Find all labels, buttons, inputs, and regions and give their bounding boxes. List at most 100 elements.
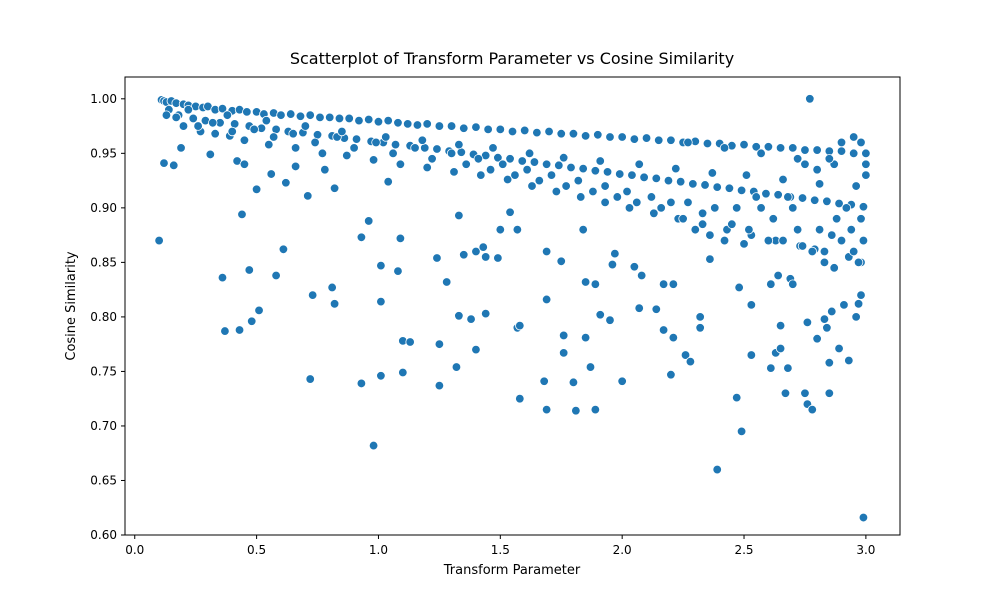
data-point bbox=[580, 332, 591, 343]
data-point bbox=[831, 214, 842, 224]
data-point bbox=[600, 181, 610, 191]
data-point bbox=[829, 263, 839, 273]
data-point bbox=[834, 198, 844, 209]
data-point bbox=[792, 154, 803, 164]
data-point bbox=[792, 224, 803, 235]
data-point bbox=[773, 190, 783, 200]
data-point bbox=[461, 159, 471, 169]
data-point bbox=[534, 175, 545, 186]
data-point bbox=[515, 320, 525, 331]
data-point bbox=[658, 325, 669, 335]
data-point bbox=[532, 127, 542, 138]
data-point bbox=[656, 203, 666, 213]
y-tick-label: 1.00 bbox=[90, 92, 117, 106]
data-point bbox=[719, 143, 730, 153]
data-point bbox=[242, 107, 252, 117]
data-point bbox=[827, 306, 837, 317]
data-point bbox=[442, 277, 452, 287]
data-point bbox=[507, 126, 518, 137]
data-point bbox=[654, 135, 664, 145]
data-point bbox=[405, 337, 415, 347]
data-point bbox=[351, 134, 362, 144]
data-point bbox=[356, 232, 367, 243]
data-point bbox=[546, 170, 557, 180]
data-point bbox=[590, 279, 601, 289]
data-point bbox=[286, 109, 296, 119]
data-point bbox=[373, 117, 384, 127]
data-point bbox=[666, 370, 676, 380]
data-point bbox=[800, 145, 810, 155]
data-point bbox=[615, 169, 625, 179]
data-point bbox=[807, 246, 817, 257]
data-point bbox=[488, 143, 498, 153]
data-point bbox=[432, 144, 442, 154]
x-tick-label: 0.5 bbox=[247, 543, 266, 557]
data-point bbox=[227, 126, 237, 137]
data-point bbox=[858, 202, 869, 212]
data-point bbox=[602, 167, 613, 177]
data-point bbox=[261, 115, 272, 126]
data-point bbox=[824, 358, 835, 368]
data-point bbox=[368, 440, 379, 451]
data-point bbox=[690, 224, 700, 235]
data-point bbox=[797, 193, 808, 203]
data-point bbox=[678, 214, 688, 224]
x-axis-label: Transform Parameter bbox=[443, 563, 581, 578]
data-point bbox=[403, 119, 413, 129]
data-point bbox=[778, 174, 788, 185]
data-point bbox=[317, 148, 328, 159]
data-point bbox=[383, 176, 393, 187]
y-axis-label: Cosine Similarity bbox=[64, 251, 79, 361]
data-point bbox=[529, 157, 540, 167]
data-point bbox=[744, 224, 754, 235]
data-point bbox=[658, 279, 669, 289]
data-point bbox=[381, 132, 391, 142]
data-point bbox=[588, 186, 598, 197]
data-point bbox=[697, 219, 708, 229]
data-point bbox=[466, 314, 476, 324]
data-point bbox=[666, 197, 676, 208]
data-point bbox=[751, 142, 761, 152]
data-point bbox=[629, 262, 640, 272]
data-point bbox=[683, 137, 693, 148]
y-tick-label: 0.85 bbox=[90, 255, 117, 269]
y-tick-label: 0.60 bbox=[90, 528, 117, 542]
data-point bbox=[398, 367, 408, 378]
data-point bbox=[305, 110, 315, 120]
data-point bbox=[454, 311, 464, 321]
data-point bbox=[169, 160, 179, 171]
data-point bbox=[519, 125, 530, 136]
data-point bbox=[624, 203, 635, 213]
data-point bbox=[585, 362, 596, 372]
y-tick-label: 0.90 bbox=[90, 201, 117, 215]
data-point bbox=[515, 393, 525, 404]
data-point bbox=[605, 315, 615, 325]
data-point bbox=[393, 266, 403, 276]
data-point bbox=[334, 113, 345, 124]
data-point bbox=[605, 132, 615, 142]
data-point bbox=[751, 192, 761, 202]
data-point bbox=[368, 155, 379, 165]
data-point bbox=[734, 282, 744, 293]
data-point bbox=[856, 290, 866, 300]
data-point bbox=[222, 110, 233, 120]
data-point bbox=[505, 207, 515, 217]
data-point bbox=[376, 371, 386, 381]
data-point bbox=[159, 158, 169, 168]
data-point bbox=[476, 170, 486, 180]
data-point bbox=[434, 380, 445, 391]
data-point bbox=[268, 132, 279, 142]
data-point bbox=[712, 464, 722, 475]
data-point bbox=[819, 246, 830, 257]
data-point bbox=[724, 183, 735, 193]
data-point bbox=[434, 121, 445, 131]
y-tick-label: 0.95 bbox=[90, 146, 117, 160]
data-point bbox=[310, 137, 320, 148]
x-tick-label: 3.0 bbox=[856, 543, 875, 557]
data-point bbox=[193, 121, 203, 131]
data-point bbox=[522, 164, 532, 175]
data-point bbox=[234, 325, 245, 335]
data-point bbox=[217, 103, 228, 114]
data-point bbox=[695, 312, 705, 322]
